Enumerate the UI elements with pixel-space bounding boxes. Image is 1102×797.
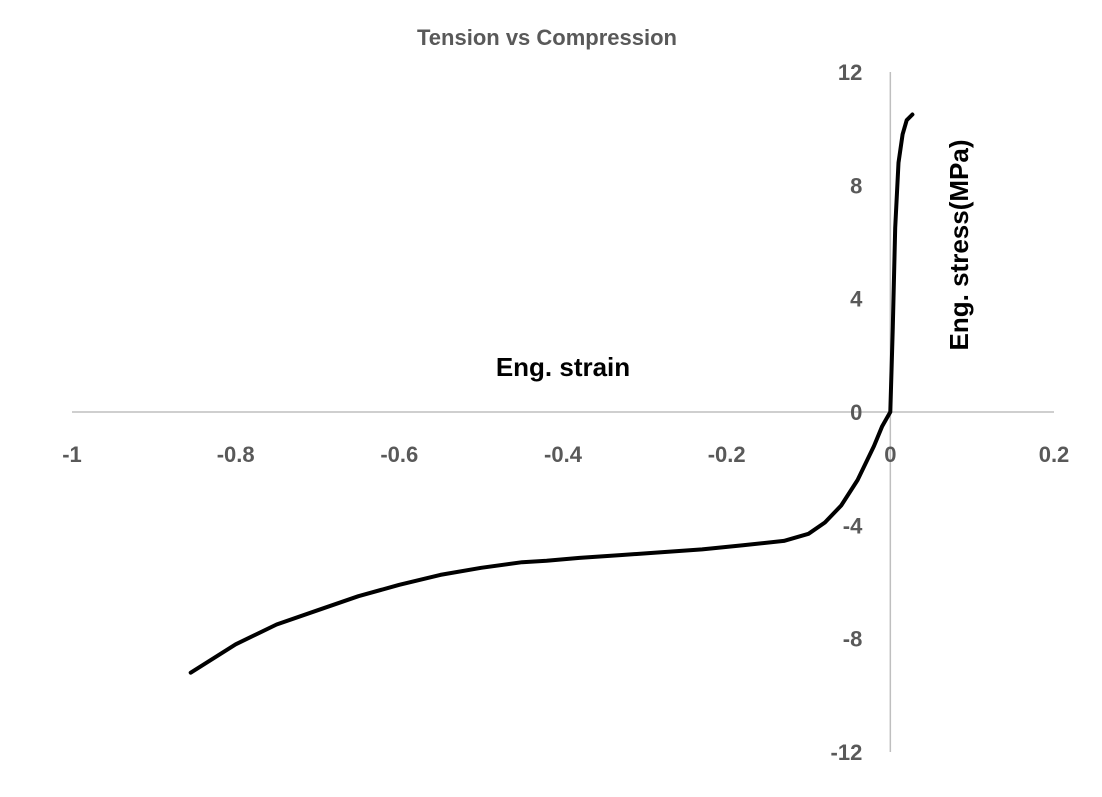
x-tick-label: -0.4: [544, 442, 583, 467]
y-tick-labels: -12 -8 -4 0 4 8 12: [831, 60, 864, 765]
chart-title: Tension vs Compression: [417, 25, 677, 50]
y-tick-label: -4: [843, 513, 863, 538]
x-tick-label: 0.2: [1039, 442, 1070, 467]
y-tick-label: 0: [850, 400, 862, 425]
y-tick-label: 8: [850, 173, 862, 198]
y-tick-label: 4: [850, 287, 863, 312]
x-tick-label: -0.2: [708, 442, 746, 467]
x-axis-label: Eng. strain: [496, 352, 630, 382]
x-tick-label: -0.8: [217, 442, 255, 467]
y-tick-label: -12: [831, 740, 863, 765]
series-group: [188, 112, 915, 675]
series-line: [188, 112, 915, 675]
x-tick-label: -1: [62, 442, 82, 467]
x-tick-label: -0.6: [380, 442, 418, 467]
y-axis-label: Eng. stress(MPa): [944, 140, 974, 351]
x-tick-label: 0: [884, 442, 896, 467]
y-tick-label: -8: [843, 627, 863, 652]
y-tick-label: 12: [838, 60, 862, 85]
x-tick-labels: -1 -0.8 -0.6 -0.4 -0.2 0 0.2: [62, 442, 1069, 467]
